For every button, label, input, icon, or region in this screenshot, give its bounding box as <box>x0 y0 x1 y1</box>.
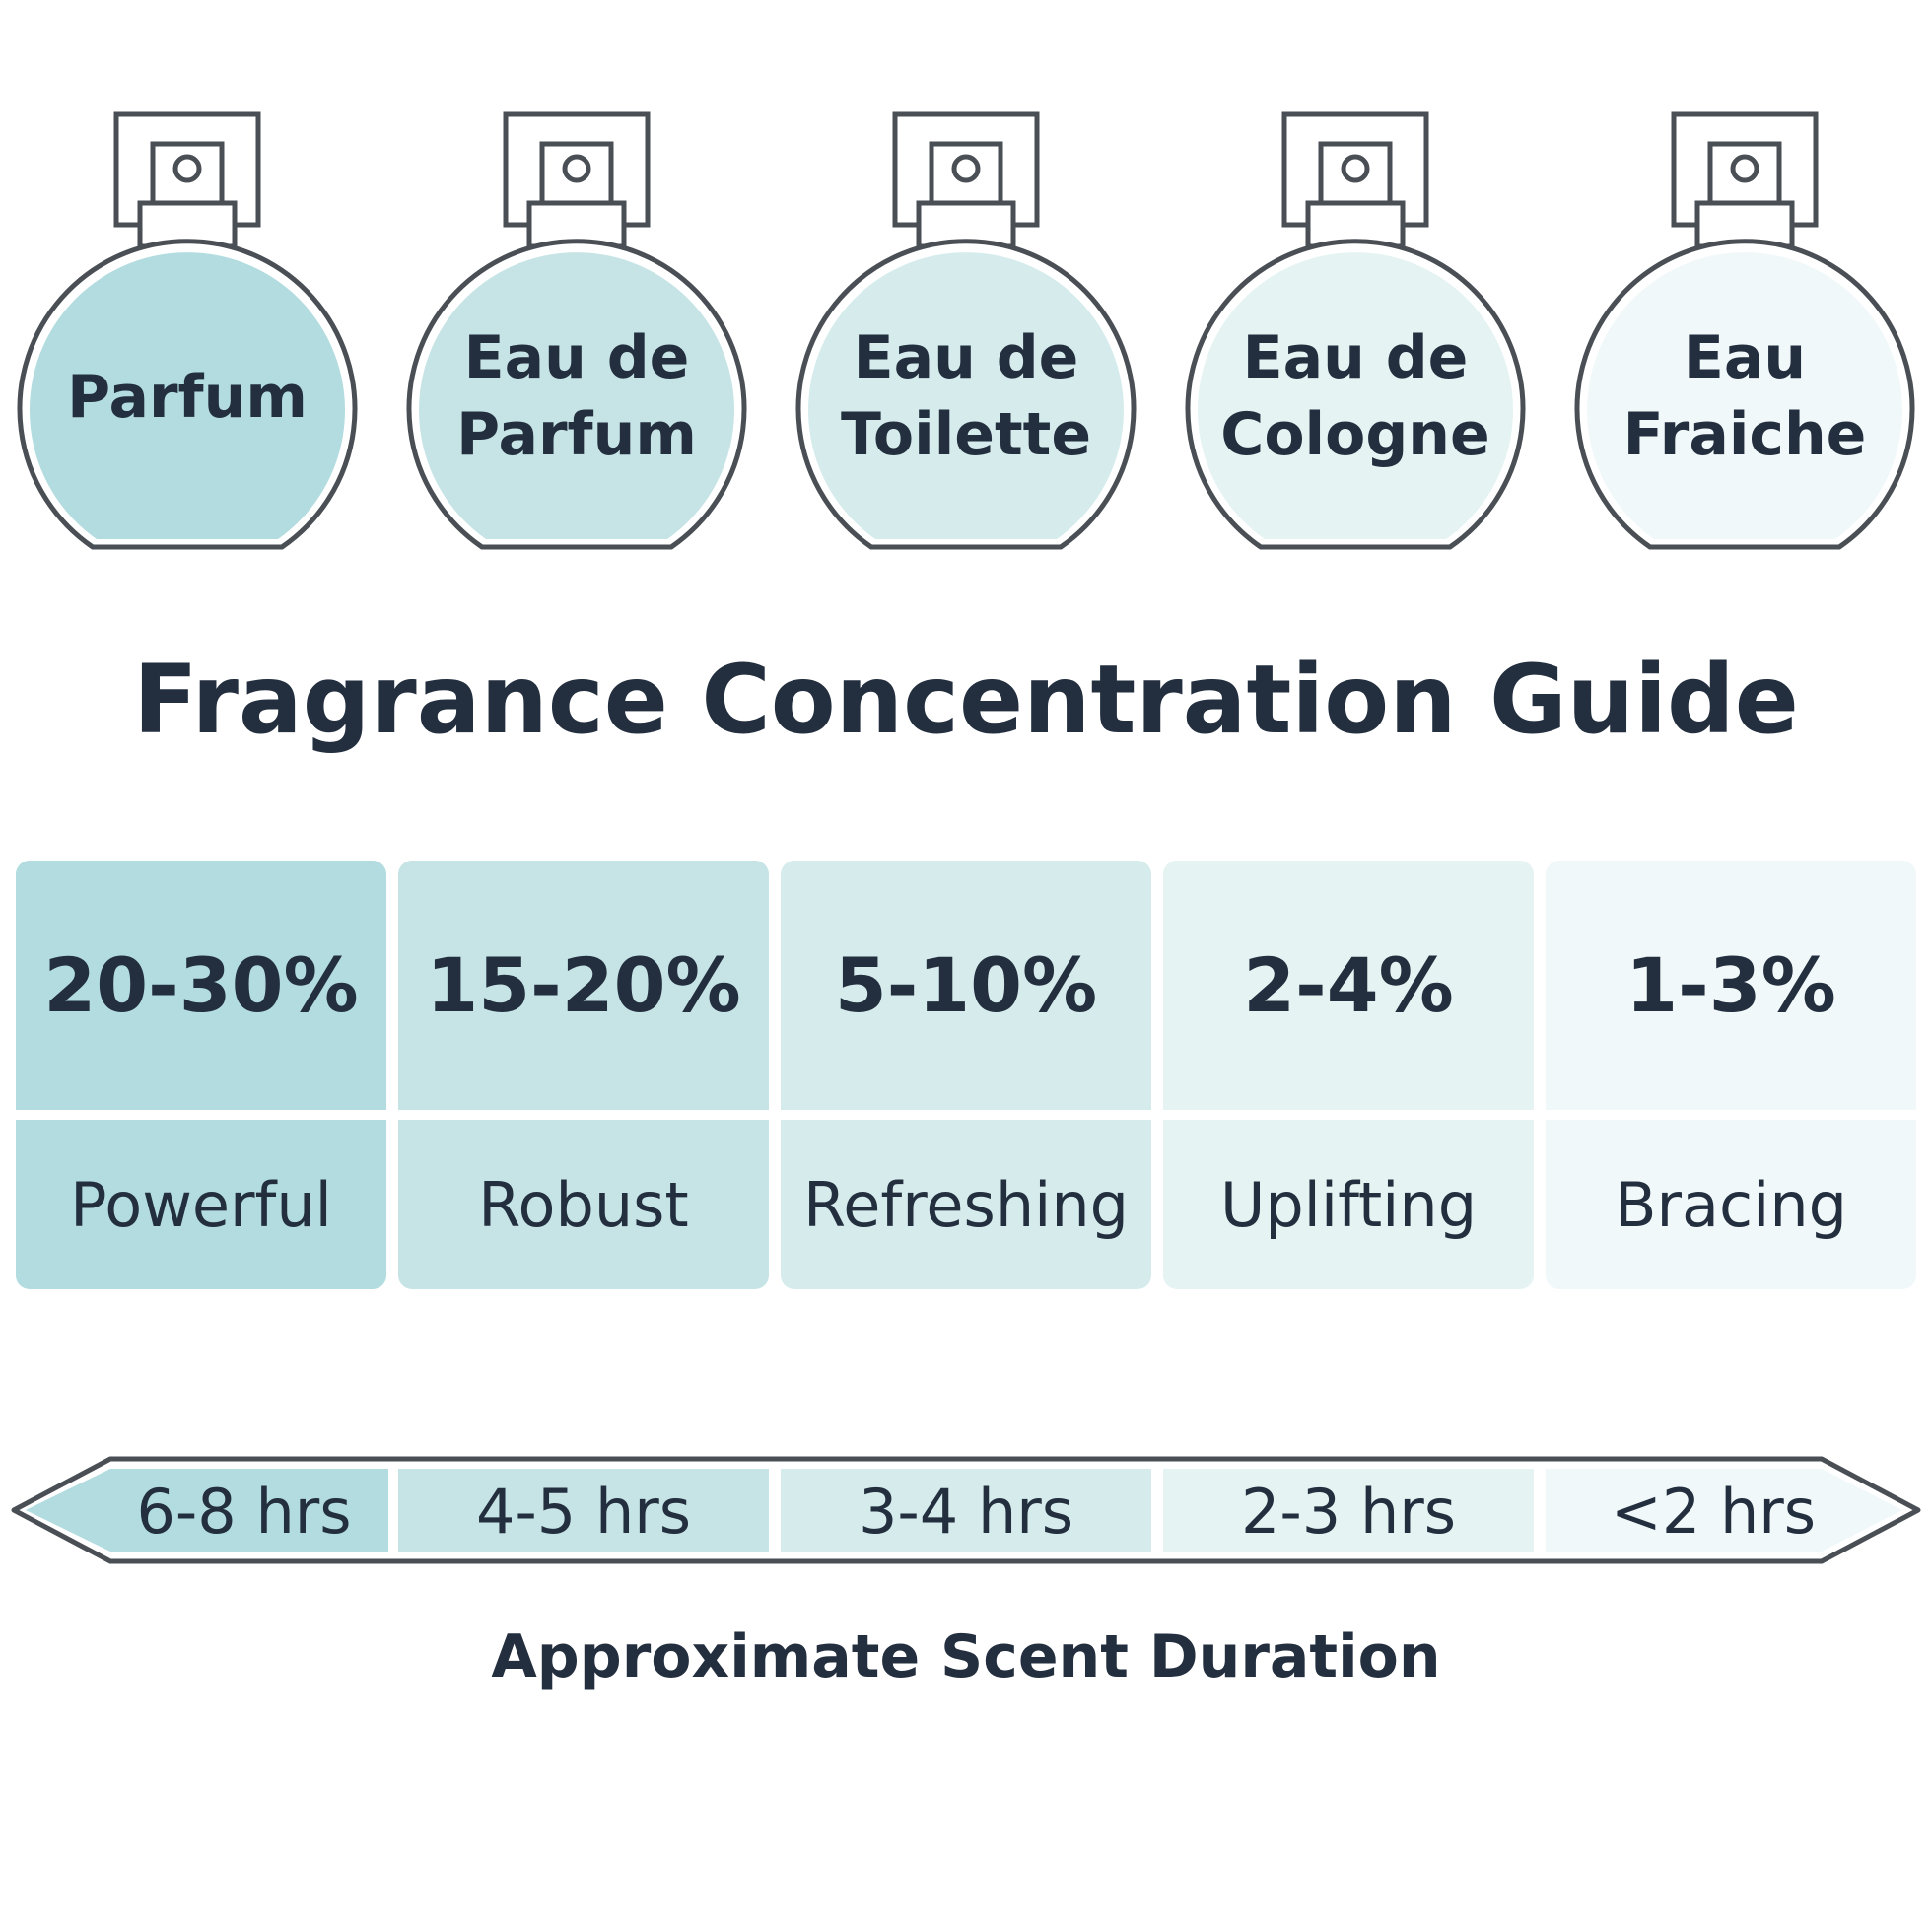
nozzle-hole <box>1341 154 1370 183</box>
bottle-eau-fraiche <box>1574 111 1915 550</box>
concentration-value: 1-3% <box>1546 861 1916 1110</box>
page-title: Fragrance Concentration Guide <box>133 645 1799 755</box>
character-label: Uplifting <box>1163 1120 1534 1289</box>
bottle-parfum <box>17 111 358 550</box>
duration-segment-eau-de-cologne <box>1163 1469 1534 1552</box>
duration-segment-parfum <box>26 1469 388 1552</box>
bottle-label-eau-de-parfum: Eau de Parfum <box>456 323 697 469</box>
row-divider <box>781 1110 1151 1120</box>
concentration-column-eau-de-toilette: 5-10% Refreshing <box>781 861 1151 1289</box>
bottle-liquid <box>1197 252 1514 539</box>
bottle-label-eau-de-cologne: Eau de Cologne <box>1220 323 1490 469</box>
character-label: Refreshing <box>781 1120 1151 1289</box>
bottle-liquid <box>808 252 1124 539</box>
bottle-liquid <box>419 252 734 539</box>
row-divider <box>16 1110 386 1120</box>
row-divider <box>1546 1110 1916 1120</box>
row-divider <box>398 1110 769 1120</box>
duration-segment-eau-fraiche <box>1546 1469 1902 1552</box>
nozzle-hole <box>562 154 591 183</box>
bottle-label-parfum: Parfum <box>67 363 308 432</box>
concentration-value: 20-30% <box>16 861 386 1110</box>
concentration-column-eau-de-parfum: 15-20% Robust <box>398 861 769 1289</box>
bottle-label-eau-fraiche: Eau Fraiche <box>1622 323 1867 469</box>
duration-label-eau-de-parfum: 4-5 hrs <box>475 1475 692 1548</box>
bottle-eau-de-parfum <box>406 111 747 550</box>
character-label: Powerful <box>16 1120 386 1289</box>
concentration-value: 2-4% <box>1163 861 1534 1110</box>
bottle-illustrations <box>17 111 1915 550</box>
bottle-label-eau-de-toilette: Eau de Toilette <box>840 323 1092 469</box>
nozzle-hole <box>951 154 981 183</box>
concentration-column-eau-de-cologne: 2-4% Uplifting <box>1163 861 1534 1289</box>
duration-segment-eau-de-toilette <box>781 1469 1151 1552</box>
concentration-value: 5-10% <box>781 861 1151 1110</box>
bottle-eau-de-cologne <box>1185 111 1526 550</box>
duration-arrow <box>11 1456 1921 1564</box>
concentration-value: 15-20% <box>398 861 769 1110</box>
duration-label-eau-fraiche: <2 hrs <box>1610 1475 1817 1548</box>
character-label: Bracing <box>1546 1120 1916 1289</box>
bottle-liquid <box>1587 252 1902 539</box>
bottle-eau-de-toilette <box>795 111 1137 550</box>
nozzle-hole <box>1730 154 1760 183</box>
bottle-liquid <box>30 252 345 539</box>
duration-label-eau-de-toilette: 3-4 hrs <box>858 1475 1074 1548</box>
row-divider <box>1163 1110 1534 1120</box>
duration-segment-eau-de-parfum <box>398 1469 769 1552</box>
duration-label-eau-de-cologne: 2-3 hrs <box>1240 1475 1457 1548</box>
duration-axis-label: Approximate Scent Duration <box>491 1622 1441 1691</box>
concentration-column-parfum: 20-30% Powerful <box>16 861 386 1289</box>
duration-label-parfum: 6-8 hrs <box>136 1475 352 1548</box>
nozzle-hole <box>172 154 202 183</box>
character-label: Robust <box>398 1120 769 1289</box>
concentration-column-eau-fraiche: 1-3% Bracing <box>1546 861 1916 1289</box>
